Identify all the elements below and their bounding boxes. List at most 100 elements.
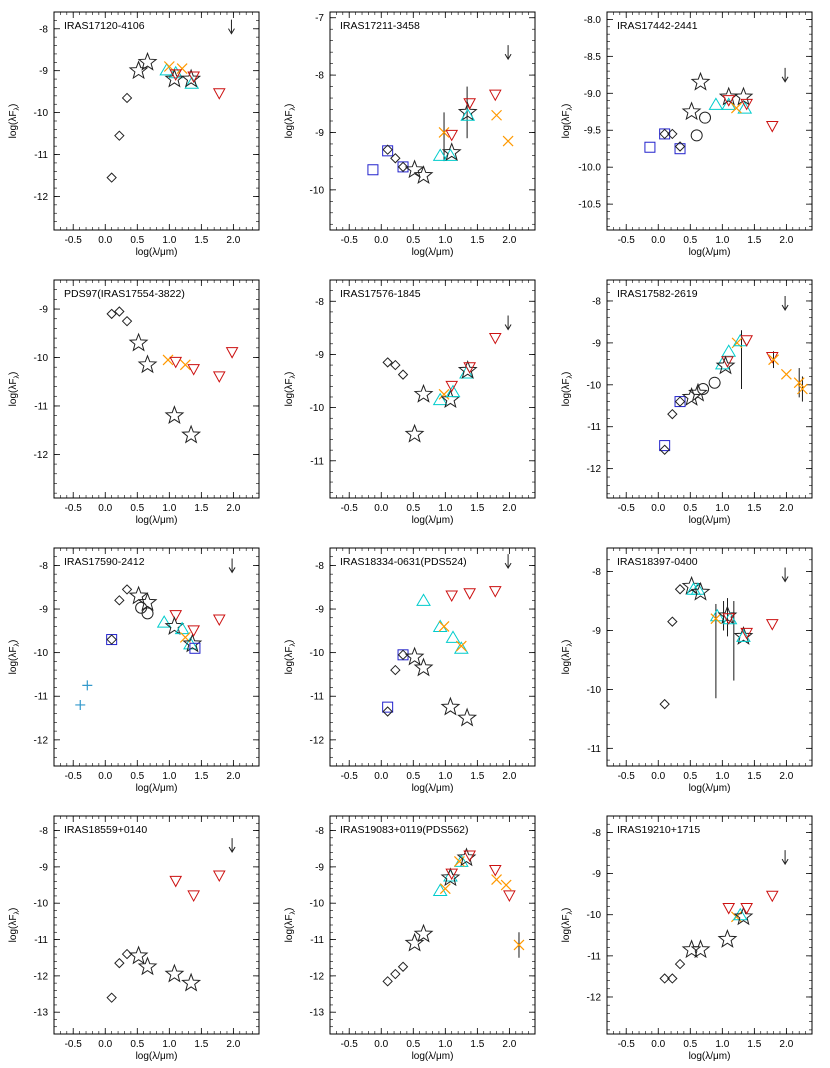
marker-tri-down-6 xyxy=(722,903,736,915)
panel-title: IRAS19083+0119(PDS562) xyxy=(340,824,469,836)
marker-cross-20 xyxy=(796,383,808,395)
marker-tri-up-13 xyxy=(736,629,751,642)
marker-diamond-1 xyxy=(114,957,125,969)
marker-tri-up-7 xyxy=(416,593,431,606)
marker-star-6 xyxy=(181,972,202,992)
y-axis-label: log(λFλ) xyxy=(561,372,574,407)
marker-tri-down-14 xyxy=(488,865,502,877)
y-tick-label: -9 xyxy=(39,305,48,316)
x-tick-label: 0.0 xyxy=(374,1039,388,1050)
y-tick-label: -11 xyxy=(587,744,601,755)
marker-tri-down-15 xyxy=(488,586,502,598)
marker-arrow-14 xyxy=(504,315,512,331)
marker-square-0 xyxy=(382,701,394,713)
panel-title: IRAS18397-0400 xyxy=(617,556,698,568)
panel-title: IRAS19210+1715 xyxy=(617,824,700,836)
marker-tri-down-11 xyxy=(765,890,779,903)
y-tick-label: -8 xyxy=(39,24,48,35)
x-tick-label: 0.0 xyxy=(374,771,388,782)
marker-tri-down-11 xyxy=(721,356,734,368)
x-tick-label: 1.5 xyxy=(194,503,208,514)
y-tick-label: -10 xyxy=(310,899,325,910)
plot-frame xyxy=(53,815,260,1035)
x-tick-label: 0.5 xyxy=(130,1039,144,1050)
x-tick-label: 2.0 xyxy=(502,1039,516,1050)
marker-circle-7 xyxy=(697,383,710,395)
y-tick-label: -11 xyxy=(587,422,601,433)
marker-star-6 xyxy=(688,382,708,402)
x-tick-label: 0.0 xyxy=(374,503,388,514)
marker-circle-8 xyxy=(708,376,721,389)
marker-diamond-2 xyxy=(390,664,401,676)
y-tick-label: -13 xyxy=(310,1008,325,1019)
x-tick-label: 0.0 xyxy=(651,1039,665,1050)
marker-tri-down-10 xyxy=(225,347,239,359)
y-axis-label: log(λFλ) xyxy=(561,104,574,139)
marker-tri-down-15 xyxy=(740,335,754,347)
x-tick-label: -0.5 xyxy=(618,1039,636,1050)
y-tick-label: -11 xyxy=(34,401,48,412)
marker-star-8 xyxy=(440,867,461,887)
y-tick-label: -9 xyxy=(39,605,48,616)
y-tick-label: -10 xyxy=(587,685,602,696)
plot-frame xyxy=(53,11,260,231)
y-axis-label: log(λFλ) xyxy=(8,104,21,139)
x-tick-label: 1.5 xyxy=(747,503,761,514)
marker-diamond-2 xyxy=(674,584,686,595)
x-tick-label: -0.5 xyxy=(65,1039,83,1050)
marker-tri-down-12 xyxy=(445,129,459,142)
y-tick-label: -10 xyxy=(587,380,602,391)
marker-tri-down-8 xyxy=(187,364,201,376)
marker-tri-down-14 xyxy=(212,88,226,100)
marker-diamond-3 xyxy=(106,634,117,645)
x-tick-label: 2.0 xyxy=(502,235,516,246)
y-tick-label: -10 xyxy=(34,108,49,119)
panel-title: IRAS18559+0140 xyxy=(64,824,147,836)
marker-cross-6 xyxy=(438,388,450,400)
y-tick-label: -9 xyxy=(592,626,601,637)
panel-title: IRAS17120-4106 xyxy=(64,20,145,32)
marker-tri-down-8 xyxy=(187,890,201,902)
marker-star-16 xyxy=(182,633,203,653)
x-axis-label: log(λ/μm) xyxy=(136,247,178,258)
marker-star-9 xyxy=(717,605,738,625)
marker-diamond-2 xyxy=(397,369,409,380)
x-tick-label: 2.0 xyxy=(226,1039,240,1050)
marker-tri-up-5 xyxy=(432,392,448,406)
sed-panel-5: -0.5 0.0 0.5 1.0 1.5 2.0 -11 -10 -9 -8 IRAS17576-1… xyxy=(284,279,536,526)
panel-title: IRAS18334-0631(PDS524) xyxy=(340,556,467,568)
plot-frame xyxy=(53,279,260,499)
y-tick-label: -8 xyxy=(39,826,48,837)
y-tick-label: -8 xyxy=(39,561,48,572)
marker-tri-down-10 xyxy=(740,903,754,915)
marker-square-17 xyxy=(189,642,201,654)
y-tick-label: -8 xyxy=(315,297,324,308)
x-axis-label: log(λ/μm) xyxy=(412,1051,454,1062)
x-tick-label: 0.0 xyxy=(374,235,388,246)
x-axis-label: log(λ/μm) xyxy=(689,783,731,794)
x-axis-label: log(λ/μm) xyxy=(136,515,178,526)
sed-panel-2: -0.5 0.0 0.5 1.0 1.5 2.0 -10 -9 -8 -7 IRAS17211-34… xyxy=(284,11,536,258)
marker-cross-9 xyxy=(438,621,450,632)
x-tick-label: 0.5 xyxy=(130,503,144,514)
marker-diamond-1 xyxy=(667,973,678,984)
sed-panel-7: -0.5 0.0 0.5 1.0 1.5 2.0 -12 -11 -10 -9 -8 IRAS1759… xyxy=(8,547,260,794)
x-tick-label: 1.0 xyxy=(162,771,176,782)
marker-diamond-1 xyxy=(659,444,670,455)
marker-cross-19 xyxy=(793,377,805,389)
x-tick-label: 1.5 xyxy=(470,235,484,246)
x-tick-label: 0.0 xyxy=(651,771,665,782)
marker-diamond-1 xyxy=(382,706,393,717)
marker-tri-down-12 xyxy=(169,69,183,81)
y-tick-label: -13 xyxy=(34,1008,49,1019)
x-tick-label: -0.5 xyxy=(65,503,83,514)
marker-diamond-4 xyxy=(397,649,409,661)
marker-diamond-4 xyxy=(674,396,686,407)
y-tick-label: -12 xyxy=(310,971,325,982)
y-tick-label: -9 xyxy=(315,605,324,616)
marker-diamond-4 xyxy=(667,128,678,140)
x-tick-label: 2.0 xyxy=(779,235,793,246)
x-axis-label: log(λ/μm) xyxy=(136,783,178,794)
x-tick-label: -0.5 xyxy=(341,771,359,782)
y-axis-label: log(λFλ) xyxy=(561,908,574,943)
